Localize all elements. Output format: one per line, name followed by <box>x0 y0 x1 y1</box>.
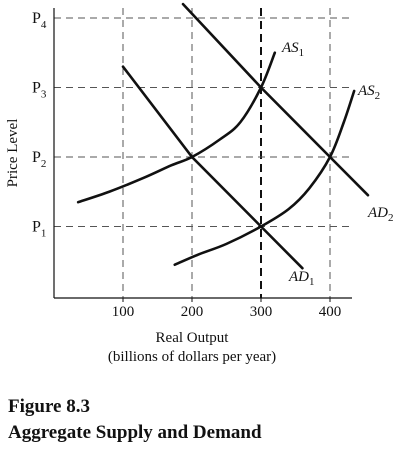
x-tick-labels: 100 200 300 400 <box>112 298 342 320</box>
curve-as2 <box>173 89 356 267</box>
curve-label-ad1: AD1 <box>288 269 315 288</box>
curve-label-as2: AS2 <box>357 83 380 102</box>
curve-as1 <box>76 51 277 204</box>
curve-label-as1: AS1 <box>281 40 304 59</box>
grid-lines <box>54 8 352 298</box>
curves <box>76 2 370 270</box>
aggregate-supply-demand-chart: 100 200 300 400 P1 P2 P3 P4 AS1 AD1 AS2 AD2 Price… <box>5 2 394 365</box>
x-axis-label: Real Output <box>156 330 230 346</box>
x-tick-label-200: 200 <box>181 304 204 320</box>
y-axis-label: Price Level <box>5 119 21 188</box>
y-tick-label-P1: P1 <box>32 219 46 240</box>
figure-number: Figure 8.3 <box>8 396 90 417</box>
x-tick-label-100: 100 <box>112 304 135 320</box>
y-tick-labels: P1 P2 P3 P4 <box>32 10 47 240</box>
x-tick-label-300: 300 <box>250 304 273 320</box>
figure-title: Aggregate Supply and Demand <box>8 422 262 443</box>
y-tick-label-P2: P2 <box>32 149 46 170</box>
figure-caption: Figure 8.3 Aggregate Supply and Demand <box>8 394 262 446</box>
x-axis-sublabel: (billions of dollars per year) <box>108 349 276 365</box>
curve-label-ad2: AD2 <box>367 205 394 224</box>
x-tick-label-400: 400 <box>319 304 342 320</box>
axes <box>53 8 352 299</box>
y-tick-label-P4: P4 <box>32 10 47 31</box>
y-tick-label-P3: P3 <box>32 80 47 101</box>
curve-ad1 <box>121 65 304 270</box>
curve-labels: AS1 AD1 AS2 AD2 <box>281 40 394 288</box>
curve-ad2 <box>181 2 370 197</box>
